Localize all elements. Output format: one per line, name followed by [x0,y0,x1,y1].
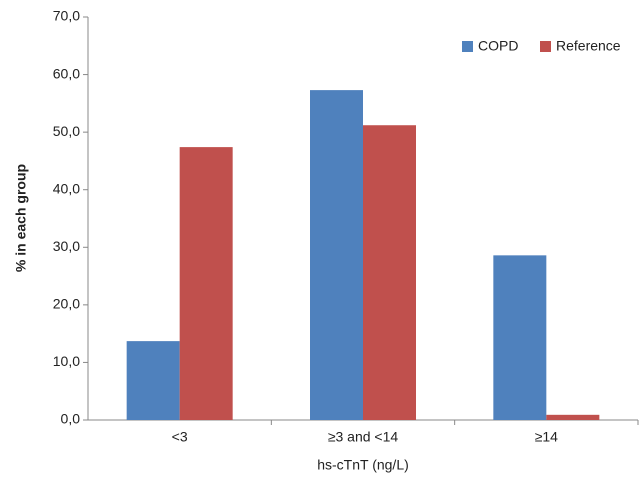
y-tick-label: 0,0 [61,411,81,427]
y-tick-label: 40,0 [53,180,80,196]
x-tick-label: <3 [172,429,188,445]
y-tick-label: 70,0 [53,8,80,24]
bar [493,255,547,420]
x-tick-label: ≥14 [535,429,558,445]
x-tick-label: ≥3 and <14 [328,429,399,445]
y-tick-label: 60,0 [53,65,80,81]
bar [179,147,233,420]
y-tick-label: 50,0 [53,123,80,139]
y-tick-label: 20,0 [53,296,80,312]
y-tick-label: 10,0 [53,353,80,369]
bar [310,90,363,420]
bar [126,341,180,420]
y-axis-title: % in each group [13,164,29,272]
bar [363,125,416,420]
legend-swatch [540,41,551,52]
legend-label: COPD [478,38,518,54]
x-axis-title: hs-cTnT (ng/L) [317,457,409,473]
legend-label: Reference [556,38,621,54]
legend-swatch [462,41,473,52]
y-tick-label: 30,0 [53,238,80,254]
bar [546,414,600,420]
